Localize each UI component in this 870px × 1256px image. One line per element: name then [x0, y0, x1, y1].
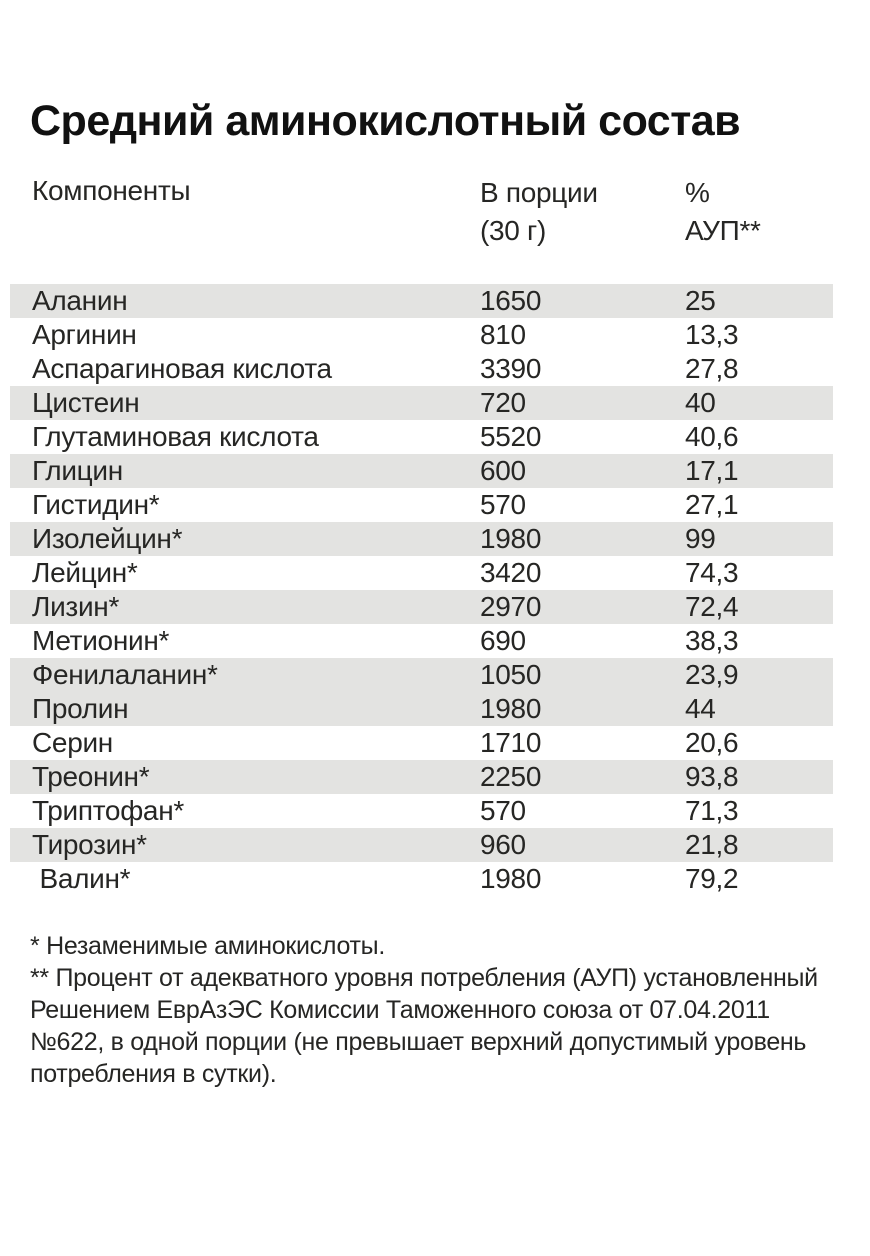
table-row: Серин 1710 20,6	[10, 726, 833, 760]
header-per-serving-line2: (30 г)	[480, 215, 546, 246]
per-serving-value: 1980	[480, 523, 542, 554]
component-name: Изолейцин*	[32, 523, 183, 554]
page-title: Средний аминокислотный состав	[30, 97, 741, 145]
header-percent-aup: % АУП**	[685, 174, 833, 250]
table-row: Тирозин* 960 21,8	[10, 828, 833, 862]
per-serving-value: 570	[480, 795, 526, 826]
table-row: Аспарагиновая кислота 3390 27,8	[10, 352, 833, 386]
component-name: Лизин*	[32, 591, 120, 622]
footnote-aup-definition: ** Процент от адекватного уровня потребл…	[30, 964, 818, 1088]
percent-aup-value: 20,6	[685, 727, 739, 758]
footnotes: * Незаменимые аминокислоты. ** Процент о…	[30, 930, 825, 1090]
per-serving-value: 3420	[480, 557, 542, 588]
per-serving-value: 2250	[480, 761, 542, 792]
percent-aup-value: 27,8	[685, 353, 739, 384]
per-serving-value: 810	[480, 319, 526, 350]
footnote-essential-amino-acids: * Незаменимые аминокислоты.	[30, 932, 385, 960]
per-serving-value: 1050	[480, 659, 542, 690]
per-serving-value: 690	[480, 625, 526, 656]
per-serving-value: 2970	[480, 591, 542, 622]
percent-aup-value: 71,3	[685, 795, 739, 826]
percent-aup-value: 44	[685, 693, 716, 724]
percent-aup-value: 25	[685, 285, 716, 316]
component-name: Глицин	[32, 455, 123, 486]
table-row: Глицин 600 17,1	[10, 454, 833, 488]
component-name: Лейцин*	[32, 557, 138, 588]
table-row: Пролин 1980 44	[10, 692, 833, 726]
component-name: Гистидин*	[32, 489, 160, 520]
table-row: Глутаминовая кислота 5520 40,6	[10, 420, 833, 454]
percent-aup-value: 23,9	[685, 659, 739, 690]
component-name: Аспарагиновая кислота	[32, 353, 332, 384]
percent-aup-value: 17,1	[685, 455, 739, 486]
table-header-row: Компоненты В порции (30 г) % АУП**	[10, 174, 833, 250]
per-serving-value: 1980	[480, 863, 542, 894]
per-serving-value: 960	[480, 829, 526, 860]
percent-aup-value: 40	[685, 387, 716, 418]
table-row: Аргинин 810 13,3	[10, 318, 833, 352]
table-row: Триптофан* 570 71,3	[10, 794, 833, 828]
per-serving-value: 1980	[480, 693, 542, 724]
percent-aup-value: 79,2	[685, 863, 739, 894]
percent-aup-value: 27,1	[685, 489, 739, 520]
component-name: Триптофан*	[32, 795, 184, 826]
percent-aup-value: 38,3	[685, 625, 739, 656]
component-name: Пролин	[32, 693, 129, 724]
page: Средний аминокислотный состав Компоненты…	[0, 96, 870, 1256]
percent-aup-value: 99	[685, 523, 716, 554]
per-serving-value: 3390	[480, 353, 542, 384]
per-serving-value: 1710	[480, 727, 542, 758]
table-row: Лизин* 2970 72,4	[10, 590, 833, 624]
table-row: Цистеин 720 40	[10, 386, 833, 420]
percent-aup-value: 21,8	[685, 829, 739, 860]
component-name: Аргинин	[32, 319, 137, 350]
header-percent-line2: АУП**	[685, 215, 761, 246]
percent-aup-value: 74,3	[685, 557, 739, 588]
component-name: Тирозин*	[32, 829, 147, 860]
amino-table-body: Аланин 1650 25 Аргинин 810 13,3 Аспараги…	[0, 284, 870, 896]
per-serving-value: 1650	[480, 285, 542, 316]
percent-aup-value: 93,8	[685, 761, 739, 792]
component-name: Треонин*	[32, 761, 150, 792]
table-row: Изолейцин* 1980 99	[10, 522, 833, 556]
component-name: Серин	[32, 727, 113, 758]
amino-acid-table: Компоненты В порции (30 г) % АУП** Алани…	[0, 174, 870, 896]
table-row: Гистидин* 570 27,1	[10, 488, 833, 522]
header-per-serving: В порции (30 г)	[480, 174, 685, 250]
percent-aup-value: 72,4	[685, 591, 739, 622]
per-serving-value: 5520	[480, 421, 542, 452]
header-components: Компоненты	[32, 175, 191, 206]
table-row: Валин* 1980 79,2	[10, 862, 833, 896]
per-serving-value: 570	[480, 489, 526, 520]
component-name: Аланин	[32, 285, 128, 316]
header-per-serving-line1: В порции	[480, 177, 598, 208]
per-serving-value: 600	[480, 455, 526, 486]
table-row: Треонин* 2250 93,8	[10, 760, 833, 794]
percent-aup-value: 40,6	[685, 421, 739, 452]
table-row: Лейцин* 3420 74,3	[10, 556, 833, 590]
component-name: Цистеин	[32, 387, 140, 418]
table-row: Аланин 1650 25	[10, 284, 833, 318]
header-percent-line1: %	[685, 177, 710, 208]
component-name: Валин*	[32, 863, 131, 894]
table-row: Фенилаланин* 1050 23,9	[10, 658, 833, 692]
percent-aup-value: 13,3	[685, 319, 739, 350]
table-row: Метионин* 690 38,3	[10, 624, 833, 658]
component-name: Фенилаланин*	[32, 659, 218, 690]
component-name: Глутаминовая кислота	[32, 421, 319, 452]
component-name: Метионин*	[32, 625, 170, 656]
per-serving-value: 720	[480, 387, 526, 418]
